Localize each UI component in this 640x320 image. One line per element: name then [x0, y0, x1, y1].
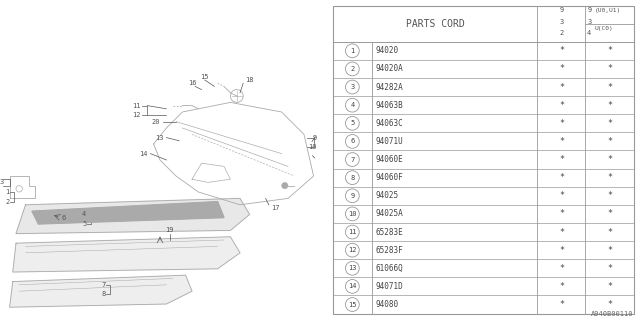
Text: *: * — [607, 64, 612, 73]
Text: *: * — [607, 83, 612, 92]
Text: 65283F: 65283F — [375, 246, 403, 255]
Text: 9: 9 — [350, 193, 355, 199]
Text: *: * — [559, 300, 564, 309]
Text: 9: 9 — [312, 135, 317, 140]
Text: 8: 8 — [101, 292, 106, 297]
Text: 94025: 94025 — [375, 191, 398, 200]
Text: 9: 9 — [559, 7, 564, 13]
Text: U(C0): U(C0) — [595, 26, 613, 31]
Text: 16: 16 — [188, 80, 196, 86]
Circle shape — [282, 182, 288, 189]
Text: *: * — [607, 119, 612, 128]
Text: *: * — [607, 155, 612, 164]
Text: 94282A: 94282A — [375, 83, 403, 92]
Text: *: * — [607, 246, 612, 255]
Text: *: * — [607, 173, 612, 182]
Text: 3: 3 — [0, 180, 4, 185]
Text: 3: 3 — [587, 19, 591, 25]
Text: 94071U: 94071U — [375, 137, 403, 146]
Text: 2: 2 — [350, 66, 355, 72]
Text: 13: 13 — [348, 265, 356, 271]
Text: *: * — [607, 228, 612, 236]
Text: *: * — [607, 191, 612, 200]
Text: 7: 7 — [101, 282, 106, 288]
Text: *: * — [607, 264, 612, 273]
Text: *: * — [559, 173, 564, 182]
Text: 11: 11 — [348, 229, 356, 235]
Text: 94025A: 94025A — [375, 209, 403, 219]
Text: 2: 2 — [5, 199, 10, 204]
Text: 9: 9 — [587, 7, 591, 13]
Text: *: * — [607, 300, 612, 309]
Text: *: * — [559, 155, 564, 164]
Text: 15: 15 — [200, 74, 209, 80]
Text: 94063B: 94063B — [375, 101, 403, 110]
Text: 10: 10 — [348, 211, 356, 217]
Text: *: * — [607, 101, 612, 110]
Polygon shape — [16, 198, 250, 234]
Text: 3: 3 — [559, 19, 564, 25]
Text: 13: 13 — [155, 135, 163, 140]
Text: 5: 5 — [82, 221, 86, 227]
Text: 11: 11 — [132, 103, 141, 108]
Text: (U0,U1): (U0,U1) — [595, 8, 621, 13]
Text: *: * — [607, 46, 612, 55]
Text: 94071D: 94071D — [375, 282, 403, 291]
Polygon shape — [10, 275, 192, 307]
Text: 20: 20 — [152, 119, 160, 124]
Text: 14: 14 — [348, 284, 356, 289]
Text: 1: 1 — [350, 48, 355, 54]
Text: *: * — [559, 64, 564, 73]
Text: *: * — [559, 46, 564, 55]
Text: 65283E: 65283E — [375, 228, 403, 236]
Text: 15: 15 — [348, 301, 356, 308]
Text: 4: 4 — [82, 212, 86, 217]
Text: 19: 19 — [165, 228, 174, 233]
Polygon shape — [32, 202, 224, 224]
Text: *: * — [559, 83, 564, 92]
Text: 5: 5 — [350, 120, 355, 126]
Text: 6: 6 — [350, 139, 355, 144]
Text: *: * — [559, 228, 564, 236]
Text: *: * — [559, 282, 564, 291]
Text: 18: 18 — [245, 77, 254, 83]
Text: *: * — [559, 209, 564, 219]
Text: 61066Q: 61066Q — [375, 264, 403, 273]
Text: 17: 17 — [271, 205, 280, 211]
Text: 94063C: 94063C — [375, 119, 403, 128]
Text: *: * — [559, 191, 564, 200]
Text: 4: 4 — [587, 30, 591, 36]
Text: 6: 6 — [62, 215, 66, 220]
Text: 14: 14 — [139, 151, 147, 156]
Text: 94060E: 94060E — [375, 155, 403, 164]
Text: 10: 10 — [308, 144, 317, 150]
Text: *: * — [607, 209, 612, 219]
Text: 12: 12 — [132, 112, 141, 118]
Text: 2: 2 — [559, 30, 564, 36]
Text: *: * — [559, 137, 564, 146]
Text: 12: 12 — [348, 247, 356, 253]
Text: A940B00110: A940B00110 — [591, 311, 634, 317]
Text: 7: 7 — [350, 156, 355, 163]
Polygon shape — [13, 237, 240, 272]
Text: 3: 3 — [350, 84, 355, 90]
Text: 94020: 94020 — [375, 46, 398, 55]
Text: 94080: 94080 — [375, 300, 398, 309]
Text: *: * — [559, 246, 564, 255]
Text: *: * — [559, 264, 564, 273]
Text: *: * — [559, 119, 564, 128]
Text: 1: 1 — [5, 189, 10, 195]
Text: *: * — [607, 137, 612, 146]
Text: *: * — [559, 101, 564, 110]
Text: 4: 4 — [350, 102, 355, 108]
Text: 94060F: 94060F — [375, 173, 403, 182]
Text: 8: 8 — [350, 175, 355, 181]
Text: 94020A: 94020A — [375, 64, 403, 73]
Text: *: * — [607, 282, 612, 291]
Text: PARTS CORD: PARTS CORD — [406, 19, 465, 29]
